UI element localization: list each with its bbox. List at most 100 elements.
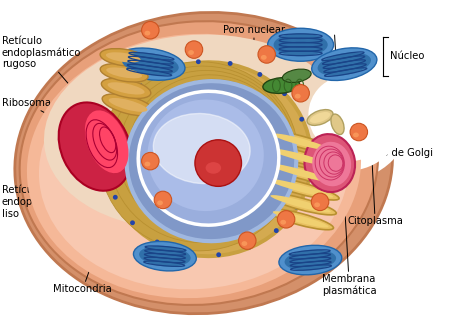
Ellipse shape — [318, 53, 371, 76]
Ellipse shape — [247, 245, 252, 250]
Ellipse shape — [268, 131, 333, 152]
Ellipse shape — [85, 110, 129, 173]
Ellipse shape — [138, 83, 143, 88]
Ellipse shape — [108, 82, 144, 95]
Ellipse shape — [20, 21, 378, 305]
Ellipse shape — [99, 62, 298, 251]
Ellipse shape — [295, 94, 301, 99]
Ellipse shape — [110, 66, 307, 252]
Ellipse shape — [308, 76, 386, 153]
Ellipse shape — [105, 61, 312, 257]
Ellipse shape — [331, 114, 344, 134]
Ellipse shape — [307, 110, 333, 125]
Ellipse shape — [242, 241, 248, 246]
Ellipse shape — [216, 252, 221, 257]
Ellipse shape — [167, 92, 278, 193]
Ellipse shape — [301, 64, 398, 161]
Ellipse shape — [268, 209, 333, 230]
Ellipse shape — [311, 193, 329, 211]
Ellipse shape — [104, 60, 313, 258]
Ellipse shape — [134, 241, 196, 271]
Ellipse shape — [262, 176, 339, 200]
Ellipse shape — [105, 166, 110, 170]
Ellipse shape — [294, 205, 299, 210]
Ellipse shape — [155, 240, 160, 244]
Ellipse shape — [314, 202, 320, 207]
Ellipse shape — [106, 68, 142, 78]
Text: Aparato de Golgi: Aparato de Golgi — [332, 148, 433, 159]
Ellipse shape — [196, 59, 201, 64]
Ellipse shape — [119, 71, 292, 234]
Text: Retículo
endoplasmático
liso: Retículo endoplasmático liso — [2, 79, 141, 219]
Text: Centriolo: Centriolo — [328, 118, 394, 127]
Ellipse shape — [273, 211, 328, 227]
Ellipse shape — [102, 94, 154, 116]
Ellipse shape — [196, 105, 269, 168]
Ellipse shape — [108, 64, 309, 254]
Ellipse shape — [100, 64, 148, 82]
Ellipse shape — [280, 220, 286, 225]
Ellipse shape — [206, 162, 221, 174]
Text: Nucléolo: Nucléolo — [221, 51, 266, 175]
Ellipse shape — [107, 63, 310, 255]
Ellipse shape — [142, 152, 159, 170]
Ellipse shape — [27, 34, 361, 298]
Ellipse shape — [154, 191, 171, 209]
Text: Mitocondria: Mitocondria — [54, 64, 163, 294]
Ellipse shape — [268, 28, 333, 61]
Ellipse shape — [304, 134, 355, 192]
Ellipse shape — [142, 22, 159, 39]
Ellipse shape — [138, 79, 287, 218]
Ellipse shape — [238, 232, 256, 249]
Ellipse shape — [276, 45, 412, 180]
Text: Núcleo: Núcleo — [390, 51, 424, 61]
Ellipse shape — [277, 211, 295, 228]
Ellipse shape — [279, 245, 342, 275]
Ellipse shape — [312, 142, 351, 186]
Ellipse shape — [111, 67, 306, 251]
Ellipse shape — [100, 49, 146, 66]
Ellipse shape — [184, 251, 189, 256]
Ellipse shape — [274, 228, 279, 233]
Ellipse shape — [109, 66, 295, 243]
Ellipse shape — [106, 52, 140, 63]
Ellipse shape — [258, 46, 275, 63]
Ellipse shape — [108, 65, 308, 253]
Ellipse shape — [206, 110, 266, 160]
Ellipse shape — [129, 75, 289, 226]
Text: Lisosoma: Lisosoma — [343, 132, 396, 156]
Ellipse shape — [153, 114, 250, 184]
Ellipse shape — [118, 107, 123, 112]
Ellipse shape — [273, 134, 328, 150]
Ellipse shape — [270, 195, 331, 213]
Ellipse shape — [305, 72, 390, 157]
Text: Citoplasma: Citoplasma — [347, 91, 403, 226]
Ellipse shape — [126, 81, 296, 241]
Ellipse shape — [350, 123, 368, 141]
Ellipse shape — [274, 33, 328, 56]
Ellipse shape — [307, 146, 312, 151]
Ellipse shape — [299, 117, 304, 121]
Ellipse shape — [139, 246, 191, 266]
Text: Ribosoma: Ribosoma — [2, 98, 126, 156]
Ellipse shape — [39, 48, 349, 289]
Ellipse shape — [263, 77, 300, 93]
Ellipse shape — [122, 53, 179, 75]
Ellipse shape — [282, 91, 287, 96]
Text: Membrana
plasmática: Membrana plasmática — [322, 35, 377, 296]
Ellipse shape — [107, 135, 112, 140]
Ellipse shape — [144, 162, 150, 166]
Ellipse shape — [113, 195, 118, 200]
Ellipse shape — [185, 41, 202, 58]
Ellipse shape — [108, 98, 148, 112]
Ellipse shape — [284, 250, 336, 270]
Ellipse shape — [228, 61, 233, 66]
Ellipse shape — [270, 149, 331, 166]
Ellipse shape — [310, 112, 330, 123]
Ellipse shape — [265, 193, 336, 215]
Text: Poro nuclear: Poro nuclear — [223, 25, 285, 239]
Ellipse shape — [101, 78, 151, 98]
Ellipse shape — [158, 88, 281, 201]
Ellipse shape — [144, 31, 150, 35]
Ellipse shape — [165, 67, 170, 72]
